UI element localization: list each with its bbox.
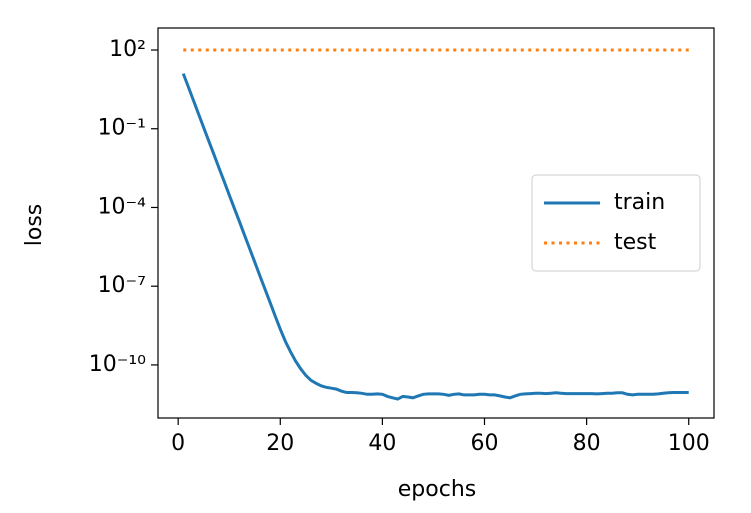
x-tick-label: 100 <box>668 431 710 456</box>
x-tick-label: 0 <box>171 431 185 456</box>
y-tick-label: 10⁻⁷ <box>98 273 146 298</box>
axes-frame <box>157 27 715 419</box>
y-tick-label: 10² <box>109 37 146 62</box>
x-tick-label: 60 <box>471 431 499 456</box>
y-tick-label: 10⁻¹ <box>98 116 146 141</box>
y-tick-label: 10⁻¹⁰ <box>89 352 146 377</box>
x-axis-label: epochs <box>398 477 476 502</box>
legend-label: train <box>614 190 665 215</box>
legend-label: test <box>614 230 657 255</box>
x-tick-label: 20 <box>266 431 294 456</box>
x-tick-label: 40 <box>368 431 396 456</box>
y-axis-label: loss <box>22 204 47 247</box>
x-tick-label: 80 <box>573 431 601 456</box>
line-train <box>181 73 689 401</box>
y-tick-label: 10⁻⁴ <box>98 194 147 219</box>
legend-box <box>531 174 701 272</box>
